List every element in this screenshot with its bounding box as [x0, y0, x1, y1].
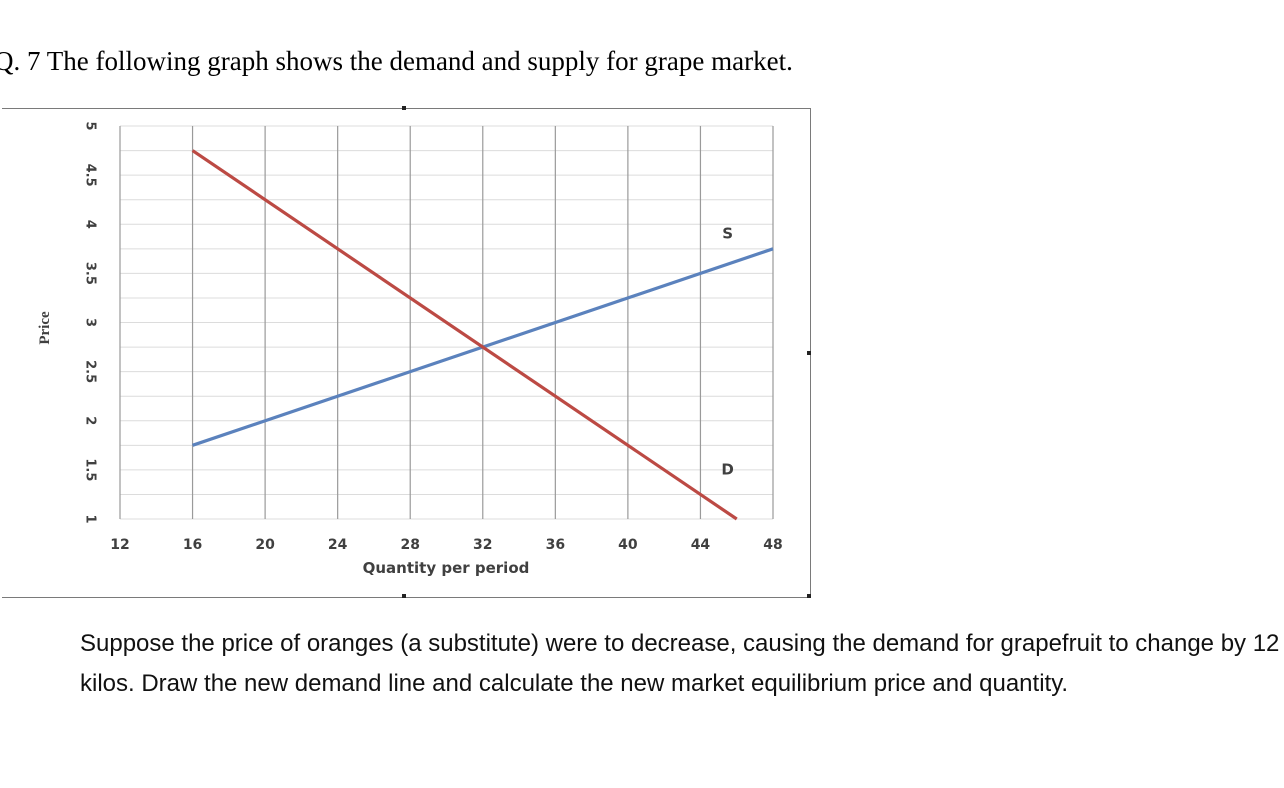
- x-tick-label: 32: [473, 537, 492, 553]
- y-tick-label: 2: [83, 416, 98, 425]
- x-axis-label: Quantity per period: [363, 559, 530, 577]
- demand-line: [191, 149, 738, 521]
- y-axis-label: Price: [37, 311, 53, 345]
- y-tick-label: 2.5: [83, 360, 98, 383]
- x-tick-label: 12: [110, 537, 129, 553]
- x-tick-label: 20: [255, 537, 275, 553]
- chart-container: 1 1.5 2 2.5 3 3.5 4 4.5 5 12 16 20 24 28 32 36 40 44 48 S…: [2, 106, 811, 598]
- frame-handle-right: [807, 351, 811, 355]
- x-tick-label: 44: [691, 537, 711, 553]
- x-tick-label: 16: [183, 537, 202, 553]
- series-lines: [191, 149, 774, 521]
- curve-labels: SD: [721, 225, 733, 479]
- x-tick-label: 28: [400, 537, 419, 553]
- y-tick-labels: 1 1.5 2 2.5 3 3.5 4 4.5 5: [83, 121, 98, 523]
- y-tick-label: 5: [83, 121, 98, 130]
- demand-supply-chart: 1 1.5 2 2.5 3 3.5 4 4.5 5 12 16 20 24 28 32 36 40 44 48 S…: [37, 121, 783, 577]
- x-tick-label: 24: [328, 537, 348, 553]
- y-tick-label: 1: [83, 514, 98, 523]
- x-tick-label: 36: [546, 537, 565, 553]
- demand-label: D: [721, 460, 733, 478]
- y-tick-label: 4.5: [83, 164, 98, 187]
- minor-gridlines: [120, 125, 773, 520]
- y-tick-label: 1.5: [83, 458, 98, 481]
- x-tick-label: 40: [618, 537, 638, 553]
- supply-label: S: [722, 225, 733, 243]
- question-title: Q. 7 The following graph shows the deman…: [0, 46, 793, 76]
- y-tick-label: 3.5: [83, 262, 98, 285]
- x-tick-label: 48: [763, 537, 782, 553]
- x-tick-labels: 12 16 20 24 28 32 36 40 44 48: [110, 537, 782, 553]
- frame-handle-bottom: [402, 594, 406, 598]
- y-tick-label: 3: [83, 318, 98, 327]
- frame-handle-top: [402, 106, 406, 110]
- problem-statement: Suppose the price of oranges (a substitu…: [80, 630, 1280, 697]
- y-tick-label: 4: [83, 220, 98, 229]
- frame-handle-corner: [807, 594, 811, 598]
